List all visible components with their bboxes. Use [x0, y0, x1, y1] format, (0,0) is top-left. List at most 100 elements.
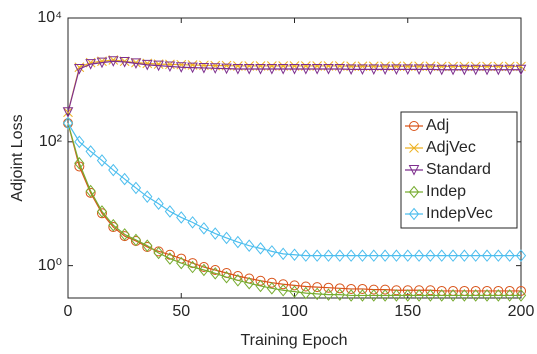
marker	[278, 279, 289, 290]
marker	[300, 249, 311, 262]
marker	[312, 287, 323, 301]
marker	[119, 172, 130, 186]
legend: Adj AdjVec Standard Indep IndepVec	[400, 111, 518, 229]
marker	[244, 239, 255, 252]
marker	[187, 260, 198, 274]
marker	[368, 64, 380, 75]
marker	[108, 218, 119, 232]
marker	[278, 283, 289, 297]
marker	[312, 249, 323, 262]
marker	[187, 62, 198, 74]
marker	[107, 56, 119, 67]
marker	[391, 64, 402, 75]
marker	[481, 64, 493, 76]
marker	[153, 60, 164, 72]
marker	[379, 289, 391, 302]
marker	[368, 249, 379, 262]
marker	[357, 64, 368, 75]
marker	[266, 277, 277, 288]
marker	[408, 207, 420, 221]
marker	[119, 56, 130, 68]
marker	[504, 289, 515, 302]
marker	[278, 247, 289, 261]
marker	[300, 286, 311, 300]
marker	[63, 107, 73, 118]
marker	[323, 64, 334, 75]
marker	[165, 59, 175, 70]
marker	[277, 64, 289, 75]
marker	[130, 233, 142, 247]
marker	[470, 64, 482, 76]
marker	[243, 64, 255, 75]
marker	[255, 275, 266, 286]
marker	[119, 56, 130, 67]
marker	[391, 285, 402, 296]
marker	[210, 264, 221, 275]
marker	[447, 64, 459, 76]
legend-label: Indep	[426, 183, 466, 200]
marker	[504, 64, 515, 76]
marker	[323, 282, 334, 293]
series	[62, 116, 527, 262]
legend-label: Adj	[426, 117, 449, 134]
marker	[357, 249, 368, 262]
marker	[141, 59, 153, 71]
marker	[221, 231, 232, 245]
marker	[334, 288, 345, 301]
marker	[504, 249, 515, 262]
marker	[96, 205, 108, 218]
marker	[164, 61, 176, 73]
marker	[380, 284, 391, 295]
marker	[414, 285, 425, 296]
marker	[255, 64, 266, 75]
marker	[142, 190, 153, 203]
marker	[413, 289, 425, 302]
marker	[187, 216, 198, 229]
marker	[255, 242, 266, 255]
marker	[300, 281, 311, 292]
marker	[108, 163, 119, 177]
marker	[436, 64, 448, 76]
marker	[176, 256, 187, 270]
marker	[153, 197, 164, 211]
marker	[221, 63, 232, 75]
marker	[198, 222, 210, 235]
marker	[413, 249, 425, 262]
marker	[164, 205, 176, 218]
marker	[289, 248, 300, 262]
marker	[74, 156, 85, 170]
marker	[323, 249, 334, 262]
marker	[357, 283, 368, 294]
marker	[379, 249, 391, 262]
series-line	[67, 122, 521, 257]
marker	[408, 165, 420, 176]
marker	[266, 64, 278, 75]
marker	[402, 64, 414, 75]
marker	[425, 64, 436, 75]
marker	[409, 121, 419, 131]
marker	[413, 64, 425, 75]
legend-label: AdjVec	[426, 139, 476, 156]
marker	[345, 289, 357, 302]
marker	[481, 289, 493, 302]
marker	[447, 249, 459, 262]
marker	[345, 64, 357, 75]
marker	[425, 249, 436, 262]
marker	[357, 289, 368, 302]
marker	[436, 249, 447, 262]
marker	[459, 249, 470, 262]
x-tick-label: 0	[64, 303, 73, 320]
marker	[459, 289, 470, 302]
marker	[244, 276, 255, 290]
marker	[346, 283, 357, 294]
marker	[481, 249, 493, 262]
marker	[311, 64, 323, 75]
marker	[108, 222, 119, 233]
marker	[447, 289, 459, 302]
legend-label: Standard	[426, 161, 491, 178]
marker	[153, 246, 164, 260]
marker	[221, 270, 232, 284]
marker	[493, 289, 504, 302]
marker	[493, 64, 504, 76]
